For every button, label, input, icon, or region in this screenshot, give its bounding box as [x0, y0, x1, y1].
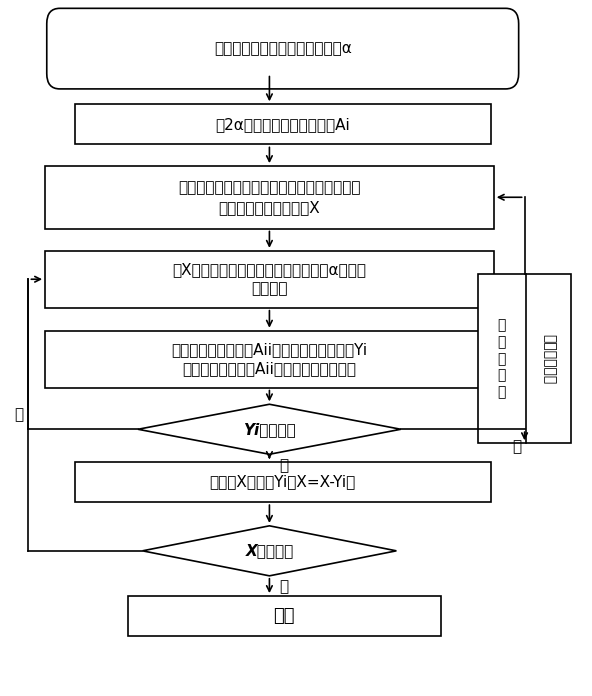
Text: 完成: 完成	[274, 607, 295, 625]
Text: 求解测针与孔不干涉的极限夹角α: 求解测针与孔不干涉的极限夹角α	[214, 41, 352, 56]
FancyBboxPatch shape	[47, 8, 519, 89]
Text: Yi是空集？: Yi是空集？	[243, 422, 296, 437]
Bar	[75, 462, 491, 503]
Bar	[75, 104, 491, 145]
Text: 取出孔数最多的节点Aii，其包含的孔的集合Yi
包含的孔使用节点Aii对应的机床摆角测量: 取出孔数最多的节点Aii，其包含的孔的集合Yi 包含的孔使用节点Aii对应的机床…	[171, 342, 368, 377]
Text: 是: 是	[513, 439, 522, 454]
Text: X是空集？: X是空集？	[245, 544, 294, 558]
Bar	[478, 274, 571, 443]
Bar	[128, 596, 440, 636]
Text: 减
小
间
隔
，: 减 小 间 隔 ，	[497, 318, 506, 400]
Bar	[45, 331, 494, 388]
Text: 在X中，求解与各个节点的夹角不超过α的的元
素的数量: 在X中，求解与各个节点的夹角不超过α的的元 素的数量	[172, 262, 366, 296]
Text: 重排节点空间: 重排节点空间	[542, 333, 556, 384]
Bar	[45, 166, 494, 228]
Bar	[45, 251, 494, 308]
Text: 求解与所有孔的轴线方向相同的机床摆角，以
这些摆为元素建立集合X: 求解与所有孔的轴线方向相同的机床摆角，以 这些摆为元素建立集合X	[178, 180, 361, 214]
Polygon shape	[143, 525, 397, 576]
Text: 以2α为间隔，产生机床节点Ai: 以2α为间隔，产生机床节点Ai	[215, 117, 350, 132]
Polygon shape	[138, 404, 401, 454]
Text: 否: 否	[279, 458, 288, 473]
Text: 否: 否	[15, 407, 24, 422]
Text: 从集合X中去除Yi（X=X-Yi）: 从集合X中去除Yi（X=X-Yi）	[210, 475, 356, 489]
Text: 是: 是	[279, 579, 288, 594]
